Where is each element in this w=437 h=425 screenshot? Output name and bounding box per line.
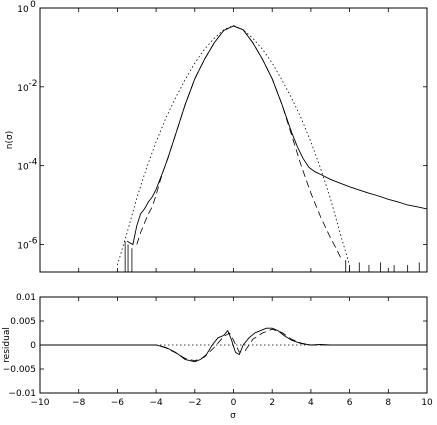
bottom-x-tick-label: 10 xyxy=(421,398,433,408)
bottom-x-tick-label: 8 xyxy=(385,398,391,408)
bottom-y-tick-label: −0.01 xyxy=(8,389,36,399)
bottom-x-tick-label: −10 xyxy=(31,398,50,408)
residual-dashed-line xyxy=(40,328,427,362)
bottom-x-tick-label: 0 xyxy=(231,398,237,408)
bottom-x-tick-label: −8 xyxy=(72,398,86,408)
residual-solid-line xyxy=(40,327,427,363)
bottom-x-tick-label: −2 xyxy=(188,398,201,408)
bottom-y-tick-label: −0.005 xyxy=(3,365,36,375)
density-dashed-line xyxy=(136,25,343,261)
x-axis-label: σ xyxy=(230,411,236,421)
bottom-y-tick-label: 0 xyxy=(30,341,36,351)
bottom-series-group xyxy=(40,327,427,363)
bottom-x-tick-label: −6 xyxy=(111,398,125,408)
top-y-tick-exponent: -4 xyxy=(29,158,38,168)
bottom-y-axis-label: residual xyxy=(2,327,12,363)
top-y-tick-exponent: 0 xyxy=(30,0,36,10)
density-solid-line xyxy=(126,25,428,246)
bottom-x-tick-label: 4 xyxy=(308,398,314,408)
top-y-tick-label: 10 xyxy=(17,241,29,251)
bottom-x-tick-label: 2 xyxy=(269,398,275,408)
bottom-x-tick-label: −4 xyxy=(149,398,163,408)
top-y-tick-label: 10 xyxy=(17,84,29,94)
bottom-y-tick-label: 0.005 xyxy=(10,317,36,327)
bottom-y-tick-label: 0.01 xyxy=(16,293,36,303)
top-y-tick-label: 10 xyxy=(17,163,29,173)
top-plot-frame xyxy=(39,7,428,273)
density-dotted-line xyxy=(117,25,350,266)
top-y-tick-exponent: -2 xyxy=(29,79,38,89)
bottom-ticks: −0.01 −0.005 0 0.005 0.01 −10 −8 −6 −4 −2 0 2 4 6 8 10 xyxy=(3,293,433,408)
top-y-tick-label: 10 xyxy=(17,5,29,15)
top-series-group xyxy=(117,25,428,272)
bottom-x-tick-label: 6 xyxy=(347,398,353,408)
top-y-axis-label: n(σ) xyxy=(5,131,15,149)
top-y-tick-exponent: -6 xyxy=(29,236,38,246)
